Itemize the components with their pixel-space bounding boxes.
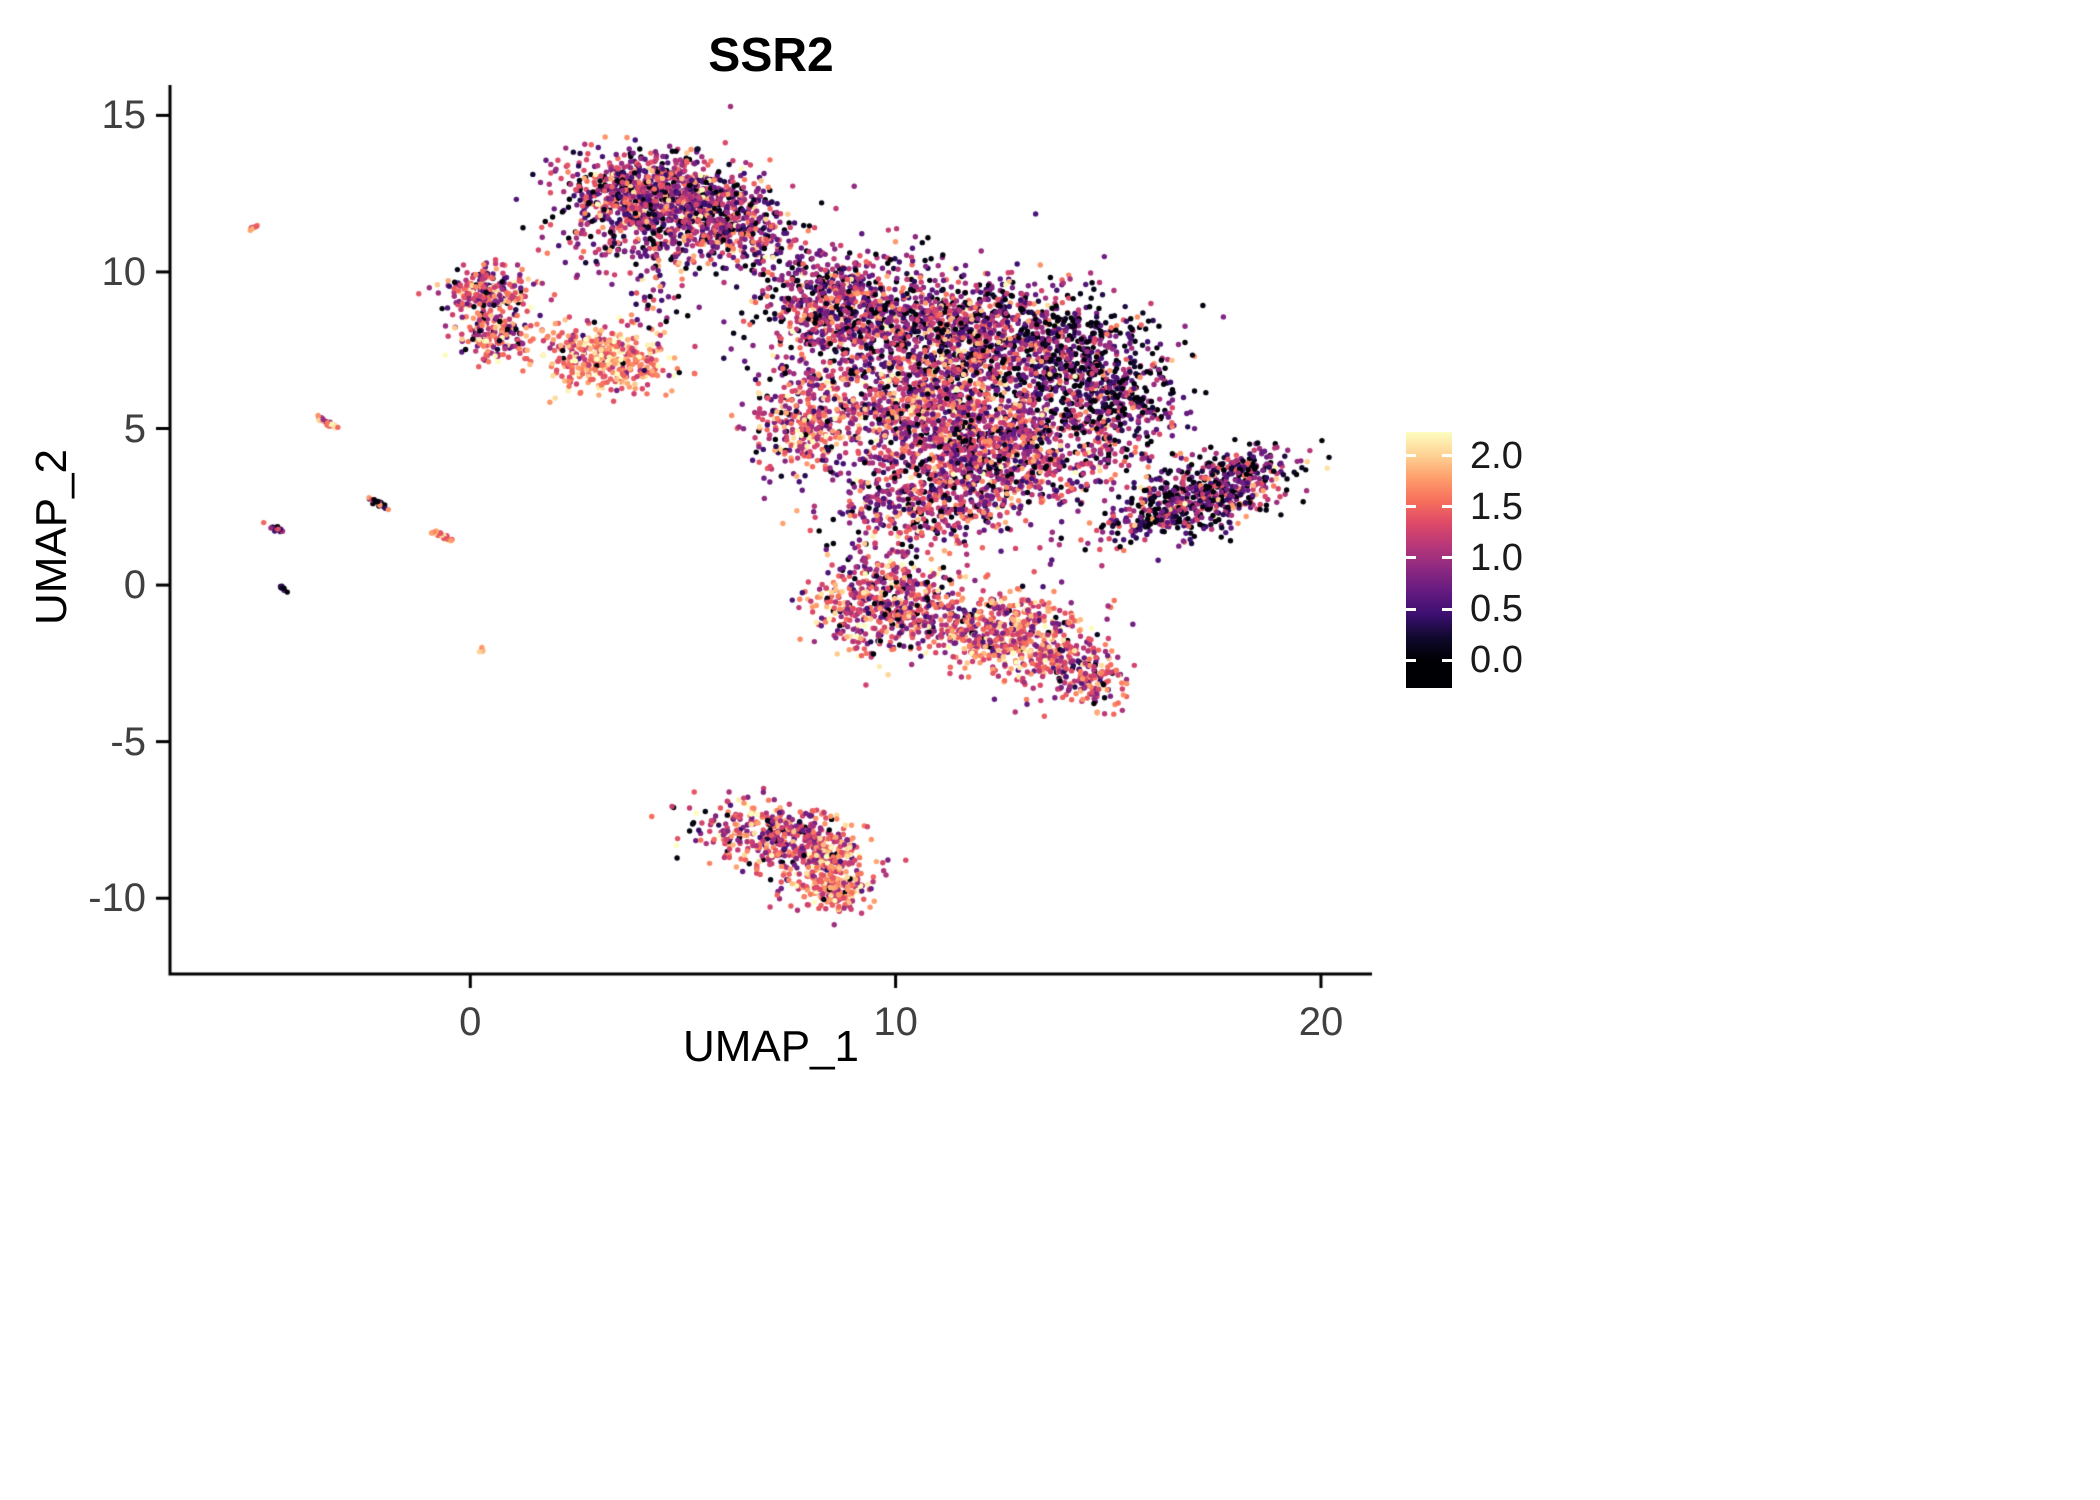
y-tick-label: -5 [110,719,146,764]
colorbar-tick-mark [1406,505,1416,509]
y-tick-label: 0 [123,563,146,608]
colorbar-tick-mark [1406,607,1416,611]
y-tick-label: 15 [101,93,147,138]
y-tick-label: -10 [88,876,146,921]
colorbar-tick-mark [1442,556,1452,560]
colorbar-tick-label: 1.5 [1470,485,1523,528]
x-axis-label: UMAP_1 [682,1022,860,1071]
colorbar-tick-label: 0.0 [1470,639,1523,682]
y-tick-label: 10 [101,249,147,294]
colorbar-tick-mark [1442,454,1452,458]
x-tick-label: 0 [459,1000,482,1044]
colorbar-tick-mark [1406,556,1416,560]
colorbar-tick-mark [1442,658,1452,662]
colorbar-tick-label: 2.0 [1470,434,1523,477]
plot-title: SSR2 [708,29,834,82]
x-tick-label: 20 [1298,1000,1344,1044]
x-tick-label: 10 [873,1000,918,1044]
colorbar-gradient [1406,432,1452,688]
colorbar-tick-label: 0.5 [1470,588,1523,631]
y-axis-label: UMAP_2 [27,448,76,626]
colorbar-tick-mark [1442,607,1452,611]
colorbar-tick-label: 1.0 [1470,536,1523,579]
colorbar-tick-mark [1442,505,1452,509]
y-tick-label: 5 [123,406,146,451]
colorbar-tick-mark [1406,658,1416,662]
colorbar-tick-mark [1406,454,1416,458]
